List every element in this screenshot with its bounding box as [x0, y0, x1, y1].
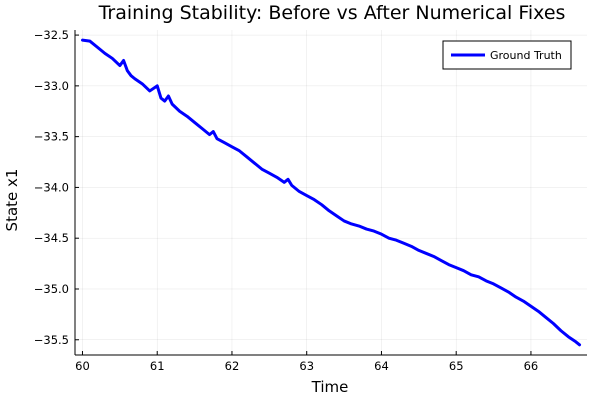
x-tick-label: 60	[75, 359, 90, 373]
y-tick-label: −35.0	[34, 282, 69, 296]
legend-label-ground-truth: Ground Truth	[490, 49, 562, 62]
x-tick-label: 66	[524, 359, 539, 373]
x-tick-label: 62	[225, 359, 240, 373]
y-tick-label: −34.5	[34, 231, 69, 245]
chart-title: Training Stability: Before vs After Nume…	[98, 2, 566, 24]
x-tick-label: 64	[374, 359, 389, 373]
x-tick-label: 61	[150, 359, 165, 373]
tick-labels: 60 61 62 63 64 65 66 −32.5 −33.0 −33.5 −34.0 −34.5 −…	[34, 28, 539, 373]
y-tick-label: −35.5	[34, 333, 69, 347]
y-tick-label: −33.5	[34, 130, 69, 144]
x-axis-label: Time	[311, 378, 349, 396]
x-tick-label: 63	[299, 359, 314, 373]
series-line-ground-truth	[80, 38, 582, 347]
series-lines	[80, 38, 582, 347]
y-tick-label: −34.0	[34, 180, 69, 194]
y-tick-label: −33.0	[34, 79, 69, 93]
grid-lines	[75, 30, 587, 355]
y-axis-label: State x1	[3, 169, 21, 232]
y-tick-label: −32.5	[34, 28, 69, 42]
axes	[74, 30, 587, 356]
x-tick-label: 65	[449, 359, 464, 373]
legend: Ground Truth	[442, 40, 572, 70]
